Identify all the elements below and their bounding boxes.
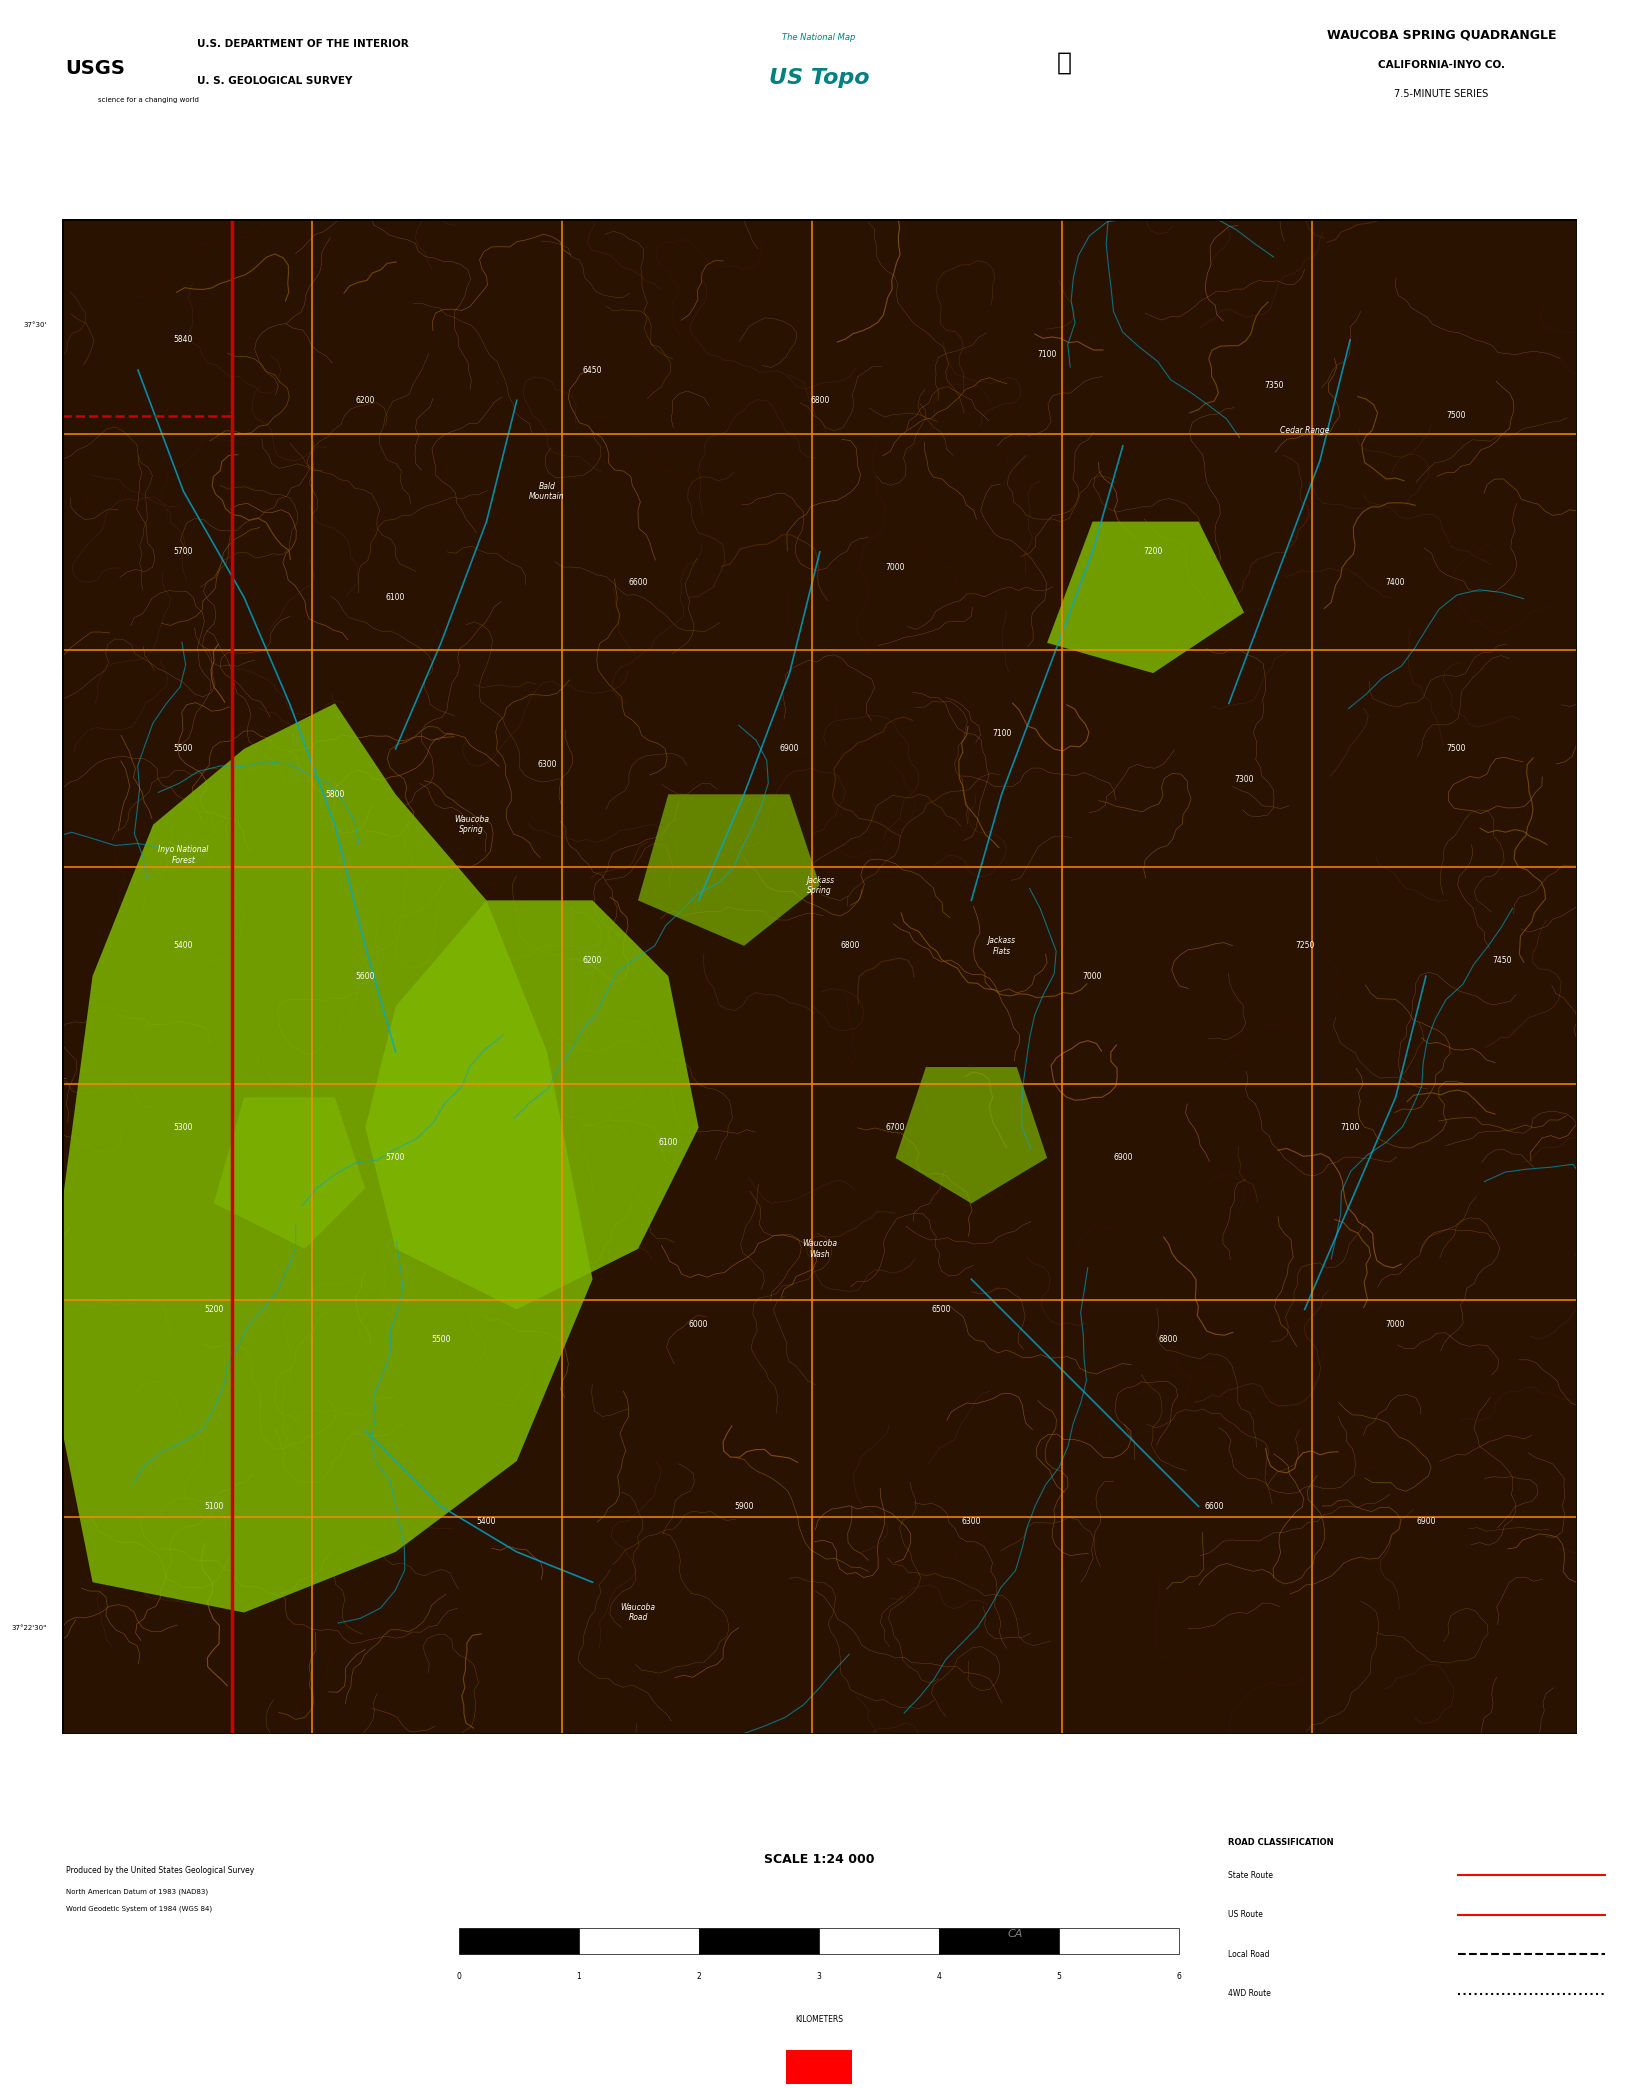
Text: 🛡: 🛡: [1057, 50, 1073, 75]
Bar: [578, 1927, 699, 1954]
Text: 5400: 5400: [174, 942, 193, 950]
Text: 6900: 6900: [1417, 1518, 1435, 1526]
Text: 7200: 7200: [1143, 547, 1163, 555]
Text: 6000: 6000: [690, 1320, 708, 1330]
Text: WAUCOBA SPRING QUADRANGLE: WAUCOBA SPRING QUADRANGLE: [1327, 29, 1556, 42]
Text: 6800: 6800: [1158, 1336, 1178, 1345]
Text: US Route: US Route: [1228, 1911, 1263, 1919]
Polygon shape: [215, 1098, 365, 1249]
Polygon shape: [639, 793, 821, 946]
Text: 6450: 6450: [583, 365, 603, 374]
Text: 4: 4: [937, 1971, 942, 1982]
Text: SCALE 1:24 000: SCALE 1:24 000: [763, 1854, 875, 1867]
Text: North American Datum of 1983 (NAD83): North American Datum of 1983 (NAD83): [66, 1888, 208, 1896]
Text: 6100: 6100: [658, 1138, 678, 1146]
Text: 6300: 6300: [537, 760, 557, 768]
Text: 5: 5: [1057, 1971, 1061, 1982]
Polygon shape: [1047, 522, 1245, 672]
Polygon shape: [62, 704, 593, 1612]
Text: 5700: 5700: [387, 1153, 405, 1163]
Text: 4WD Route: 4WD Route: [1228, 1990, 1271, 1998]
Text: ROAD CLASSIFICATION: ROAD CLASSIFICATION: [1228, 1837, 1333, 1848]
Text: 7300: 7300: [1235, 775, 1253, 783]
Text: 5400: 5400: [477, 1518, 496, 1526]
Text: US Topo: US Topo: [768, 67, 870, 88]
Text: 5600: 5600: [355, 971, 375, 981]
Text: Jackass
Flats: Jackass Flats: [988, 935, 1016, 956]
Text: Waucoba
Wash: Waucoba Wash: [803, 1238, 837, 1259]
Text: 5500: 5500: [431, 1336, 450, 1345]
Text: 5900: 5900: [734, 1501, 753, 1512]
Text: 6800: 6800: [811, 397, 829, 405]
Text: 7100: 7100: [1340, 1123, 1360, 1132]
Text: 7400: 7400: [1386, 578, 1405, 587]
Text: KILOMETERS: KILOMETERS: [794, 2015, 844, 2025]
Text: 37°22'30": 37°22'30": [11, 1624, 48, 1631]
Text: CALIFORNIA-INYO CO.: CALIFORNIA-INYO CO.: [1378, 61, 1505, 71]
Text: 6800: 6800: [840, 942, 860, 950]
Text: 7450: 7450: [1492, 956, 1512, 965]
Text: science for a changing world: science for a changing world: [98, 98, 200, 102]
Text: 6200: 6200: [355, 397, 375, 405]
Text: Inyo National
Forest: Inyo National Forest: [159, 846, 208, 864]
Text: Cedar Range: Cedar Range: [1279, 426, 1330, 434]
Text: 5800: 5800: [326, 789, 344, 800]
Text: Local Road: Local Road: [1228, 1950, 1269, 1959]
Text: U.S. DEPARTMENT OF THE INTERIOR: U.S. DEPARTMENT OF THE INTERIOR: [197, 40, 408, 48]
Text: 7500: 7500: [1446, 743, 1466, 754]
Text: USGS: USGS: [66, 58, 126, 79]
Text: 6300: 6300: [962, 1518, 981, 1526]
Bar: [819, 1927, 939, 1954]
Text: 7.5-MINUTE SERIES: 7.5-MINUTE SERIES: [1394, 90, 1489, 98]
Text: 7000: 7000: [1083, 971, 1102, 981]
Text: 3: 3: [817, 1971, 821, 1982]
Text: 6500: 6500: [932, 1305, 950, 1313]
Polygon shape: [365, 900, 699, 1309]
Text: 7500: 7500: [1446, 411, 1466, 420]
Text: Produced by the United States Geological Survey: Produced by the United States Geological…: [66, 1867, 254, 1875]
Text: 1: 1: [577, 1971, 581, 1982]
Text: 6200: 6200: [583, 956, 603, 965]
Text: The National Map: The National Map: [783, 33, 855, 42]
Text: 6900: 6900: [780, 743, 799, 754]
Text: 7000: 7000: [1386, 1320, 1405, 1330]
Text: 6: 6: [1178, 1971, 1181, 1982]
Text: State Route: State Route: [1228, 1871, 1273, 1879]
Text: 7100: 7100: [993, 729, 1011, 739]
Text: 5500: 5500: [174, 743, 193, 754]
Text: 6700: 6700: [886, 1123, 906, 1132]
Text: CA: CA: [1007, 1929, 1024, 1938]
Text: 5200: 5200: [205, 1305, 223, 1313]
Text: 5300: 5300: [174, 1123, 193, 1132]
Text: 6600: 6600: [1204, 1501, 1224, 1512]
Text: 5700: 5700: [174, 547, 193, 555]
Text: 7250: 7250: [1296, 942, 1314, 950]
Text: 7100: 7100: [1037, 351, 1057, 359]
Text: Waucoba
Spring: Waucoba Spring: [454, 814, 488, 835]
Bar: [459, 1927, 578, 1954]
Text: 6100: 6100: [387, 593, 405, 601]
Bar: [786, 2050, 852, 2084]
Text: 5840: 5840: [174, 336, 193, 345]
Text: 6600: 6600: [629, 578, 647, 587]
Text: 0: 0: [457, 1971, 460, 1982]
Text: Waucoba
Road: Waucoba Road: [621, 1604, 655, 1622]
Text: 5100: 5100: [205, 1501, 223, 1512]
Text: 6900: 6900: [1114, 1153, 1132, 1163]
Bar: [699, 1927, 819, 1954]
Text: Bald
Mountain: Bald Mountain: [529, 482, 565, 501]
Text: 7000: 7000: [886, 562, 906, 572]
Text: U. S. GEOLOGICAL SURVEY: U. S. GEOLOGICAL SURVEY: [197, 77, 352, 86]
Bar: [1060, 1927, 1179, 1954]
Text: 37°30': 37°30': [23, 322, 48, 328]
Bar: [939, 1927, 1060, 1954]
Text: World Geodetic System of 1984 (WGS 84): World Geodetic System of 1984 (WGS 84): [66, 1906, 211, 1913]
Text: 2: 2: [696, 1971, 701, 1982]
Polygon shape: [896, 1067, 1047, 1203]
Text: 7350: 7350: [1265, 380, 1284, 390]
Text: Jackass
Spring: Jackass Spring: [806, 875, 834, 896]
